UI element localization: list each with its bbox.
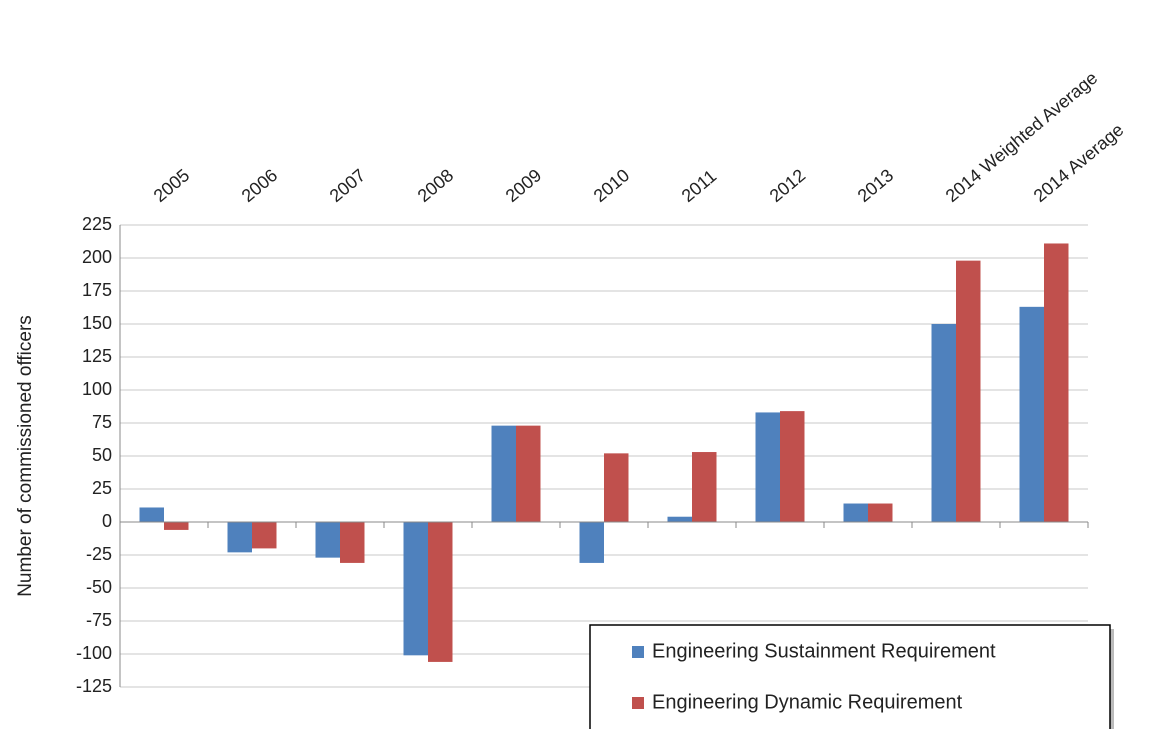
bar — [843, 503, 868, 522]
x-tick-label: 2009 — [502, 165, 546, 206]
bar — [780, 411, 805, 522]
bar — [692, 452, 717, 522]
bar — [491, 425, 516, 522]
y-tick-label: 200 — [82, 247, 112, 267]
y-tick-label: 125 — [82, 346, 112, 366]
bar — [755, 412, 780, 522]
y-tick-label: -100 — [76, 643, 112, 663]
y-tick-label: 100 — [82, 379, 112, 399]
bar — [315, 522, 340, 558]
bar — [227, 522, 252, 553]
y-axis-label: Number of commissioned officers — [15, 315, 36, 597]
y-tick-label: 25 — [92, 478, 112, 498]
y-tick-label: 225 — [82, 214, 112, 234]
y-tick-label: 150 — [82, 313, 112, 333]
bar — [428, 522, 453, 662]
y-tick-label: 50 — [92, 445, 112, 465]
bar — [516, 425, 541, 522]
x-tick-label: 2008 — [414, 165, 458, 206]
bar — [1019, 306, 1044, 522]
x-tick-label: 2012 — [766, 165, 810, 206]
bar — [931, 324, 956, 522]
y-tick-label: -75 — [86, 610, 112, 630]
x-tick-label: 2006 — [238, 165, 282, 206]
x-tick-label: 2011 — [678, 166, 721, 206]
bar — [403, 522, 428, 656]
x-tick-label: 2014 Average — [1030, 120, 1128, 207]
x-tick-label: 2013 — [854, 165, 898, 206]
y-tick-label: 0 — [102, 511, 112, 531]
legend-swatch — [632, 646, 644, 658]
y-tick-label: 175 — [82, 280, 112, 300]
bar — [252, 522, 277, 549]
bar — [1044, 243, 1069, 523]
bar — [956, 260, 981, 522]
bar — [139, 507, 164, 522]
x-tick-label: 2007 — [326, 165, 370, 206]
y-tick-label: -25 — [86, 544, 112, 564]
legend-swatch — [632, 697, 644, 709]
y-tick-label: -125 — [76, 676, 112, 696]
y-tick-label: 75 — [92, 412, 112, 432]
bar — [868, 503, 893, 522]
x-tick-label: 2010 — [590, 165, 634, 206]
x-tick-label: 2005 — [150, 165, 194, 206]
y-tick-label: -50 — [86, 577, 112, 597]
bar — [604, 453, 629, 522]
legend — [589, 624, 1111, 729]
legend-label: Engineering Sustainment Requirement — [652, 640, 996, 662]
x-tick-label: 2014 Weighted Average — [942, 68, 1102, 206]
bar — [667, 516, 692, 522]
bar — [164, 522, 189, 530]
bar — [579, 522, 604, 563]
bar — [340, 522, 365, 563]
legend-label: Engineering Dynamic Requirement — [652, 691, 963, 713]
